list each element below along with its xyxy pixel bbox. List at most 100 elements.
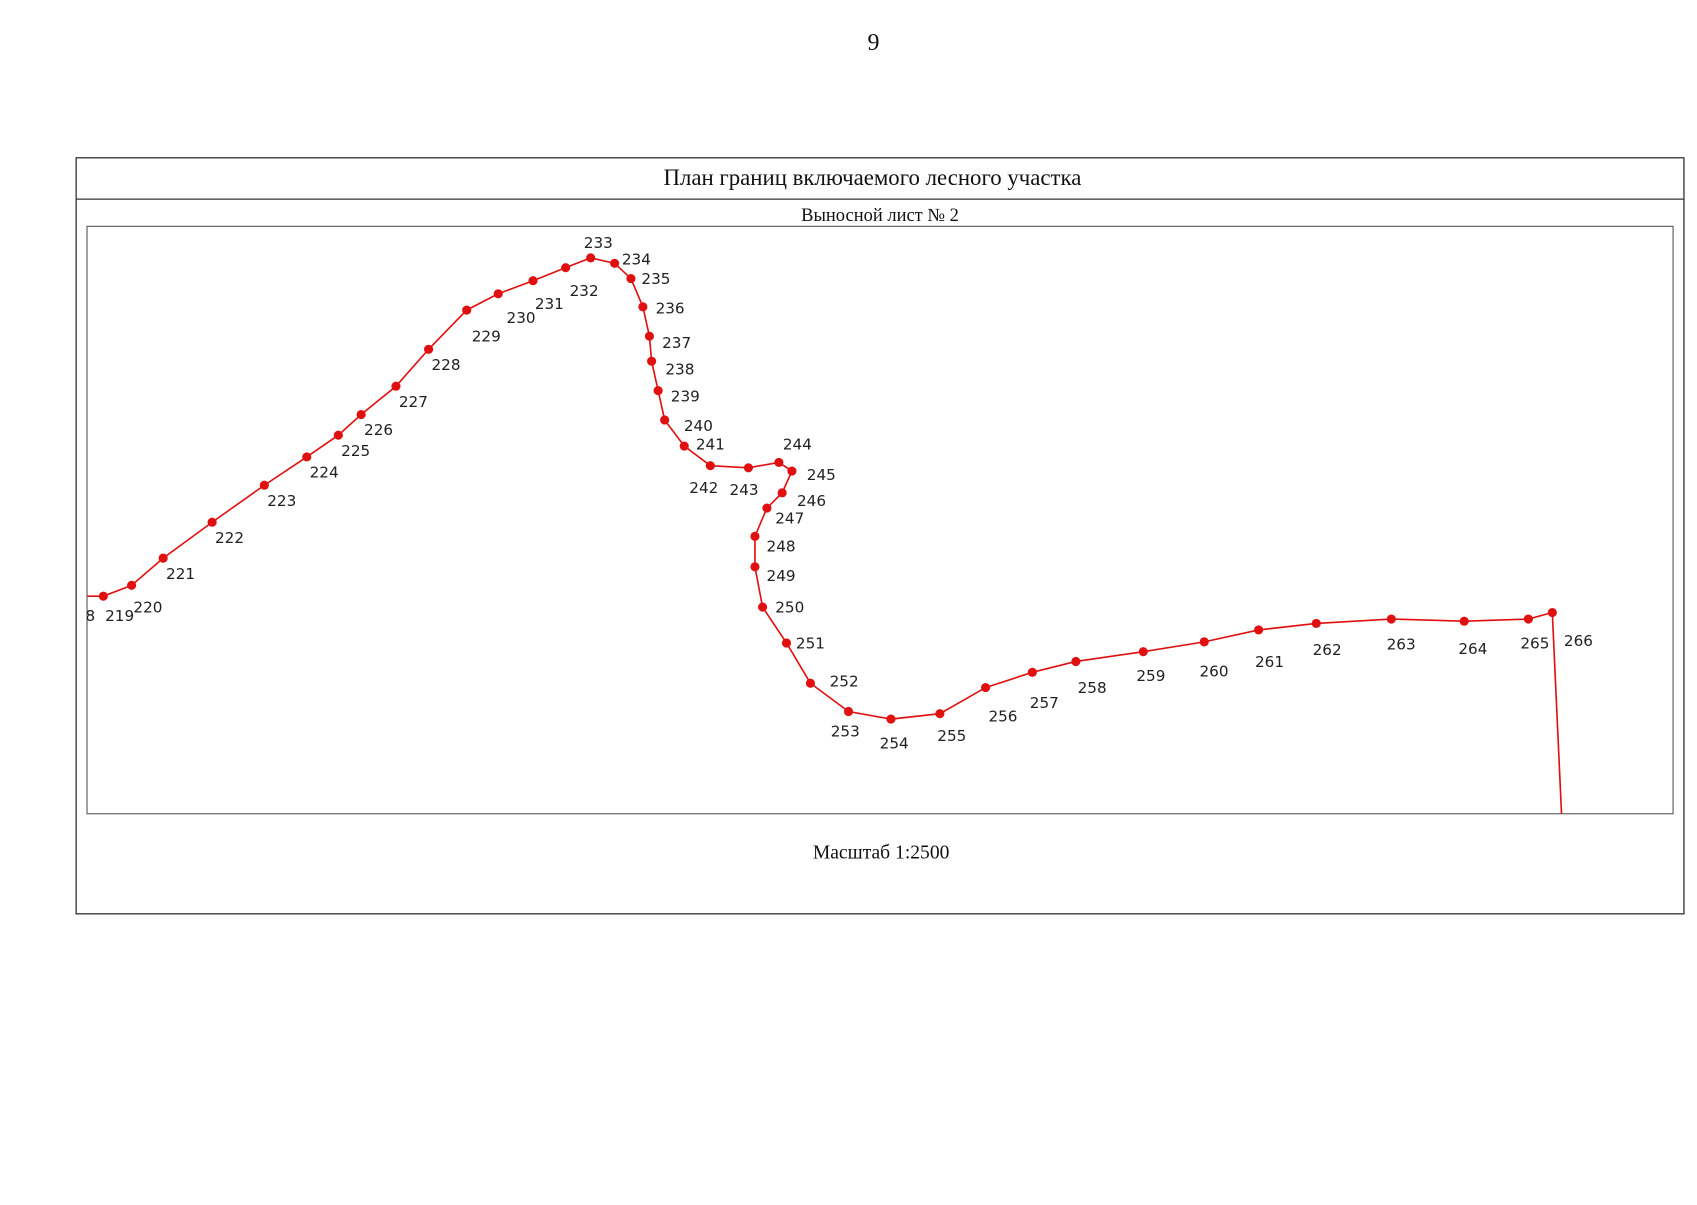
point-label: 244 <box>783 435 812 453</box>
point-label: 257 <box>1030 694 1059 712</box>
point-label: 250 <box>775 599 804 617</box>
boundary-point <box>586 253 596 263</box>
boundary-point <box>98 591 108 601</box>
point-label: 219 <box>105 607 134 625</box>
point-label: 245 <box>807 466 836 484</box>
point-label: 227 <box>399 393 428 411</box>
boundary-point <box>762 503 772 513</box>
boundary-point <box>935 709 945 719</box>
boundary-point <box>653 386 663 396</box>
boundary-point <box>644 331 654 341</box>
boundary-point <box>660 415 670 425</box>
point-label: 228 <box>431 356 460 374</box>
boundary-point <box>528 276 538 286</box>
boundary-point <box>561 263 571 273</box>
boundary-point <box>1071 656 1081 667</box>
point-label: 233 <box>584 234 613 252</box>
point-label: 229 <box>472 328 501 346</box>
point-label: 266 <box>1564 632 1593 650</box>
point-label: 251 <box>796 634 825 652</box>
boundary-point <box>1138 647 1148 657</box>
subtitle: Выносной лист № 2 <box>801 205 959 225</box>
point-label: 220 <box>133 599 162 617</box>
boundary-point <box>638 302 648 312</box>
point-label: 263 <box>1387 635 1416 653</box>
point-label: 265 <box>1520 634 1549 652</box>
point-label: 225 <box>341 442 370 460</box>
point-label: 246 <box>797 492 826 510</box>
boundary-point <box>774 457 784 467</box>
page-number: 9 <box>868 30 880 56</box>
map-frame <box>86 225 1674 815</box>
point-label: 249 <box>767 567 796 585</box>
boundary-point <box>750 562 760 572</box>
point-label: 235 <box>641 270 670 288</box>
title: План границ включаемого лесного участка <box>663 165 1081 190</box>
point-label: 261 <box>1255 653 1284 671</box>
point-label: 236 <box>656 299 685 317</box>
boundary-point <box>1199 637 1209 647</box>
boundary-point <box>705 461 715 471</box>
point-label: 237 <box>662 334 691 352</box>
point-label: 260 <box>1199 663 1228 681</box>
point-label: 8 <box>85 607 95 625</box>
scale: Масштаб 1:2500 <box>813 842 950 863</box>
point-label: 234 <box>622 250 651 268</box>
boundary-point <box>886 714 896 724</box>
boundary-point <box>158 553 168 563</box>
point-label: 223 <box>267 492 296 510</box>
boundary-point <box>610 258 620 268</box>
boundary-point <box>626 273 636 284</box>
point-label: 241 <box>696 435 725 453</box>
boundary-point <box>750 531 760 541</box>
boundary-point <box>424 344 434 354</box>
point-label: 240 <box>684 417 713 435</box>
boundary-point <box>781 638 792 648</box>
boundary-point <box>679 441 689 451</box>
point-label: 255 <box>937 727 966 745</box>
point-label: 239 <box>671 387 700 405</box>
point-label: 256 <box>988 707 1017 725</box>
boundary-point <box>980 683 991 693</box>
point-label: 221 <box>166 565 195 583</box>
boundary-point <box>391 381 401 391</box>
point-label: 238 <box>665 360 694 378</box>
point-label: 259 <box>1136 667 1165 685</box>
boundary-point <box>462 305 472 315</box>
boundary-point <box>777 488 787 498</box>
point-label: 262 <box>1313 641 1342 659</box>
boundary-point <box>1523 614 1533 624</box>
point-label: 222 <box>215 529 244 547</box>
boundary-point <box>1311 618 1321 628</box>
boundary-point <box>302 452 312 462</box>
point-label: 242 <box>689 479 718 497</box>
point-label: 264 <box>1458 640 1487 658</box>
point-label: 253 <box>831 723 860 741</box>
point-label: 247 <box>775 509 804 527</box>
boundary-point <box>1547 607 1557 618</box>
boundary-point <box>127 580 137 590</box>
point-label: 258 <box>1078 679 1107 697</box>
boundary-point <box>757 602 768 612</box>
boundary-point <box>356 409 366 420</box>
boundary-point <box>805 678 815 688</box>
boundary-point <box>743 463 753 473</box>
point-label: 226 <box>364 421 393 439</box>
boundary-point <box>1027 667 1037 677</box>
boundary-point <box>1459 616 1469 626</box>
point-label: 224 <box>310 464 339 482</box>
point-label: 230 <box>507 309 536 327</box>
boundary-point <box>207 517 217 527</box>
point-label: 231 <box>535 295 564 313</box>
boundary-point <box>1254 625 1264 635</box>
point-label: 232 <box>570 282 599 300</box>
boundary-point <box>1386 614 1396 624</box>
boundary-point <box>333 430 343 440</box>
boundary-point <box>787 466 797 476</box>
point-label: 248 <box>767 538 796 556</box>
boundary-line <box>87 257 1563 814</box>
outer-frame <box>75 157 1685 915</box>
